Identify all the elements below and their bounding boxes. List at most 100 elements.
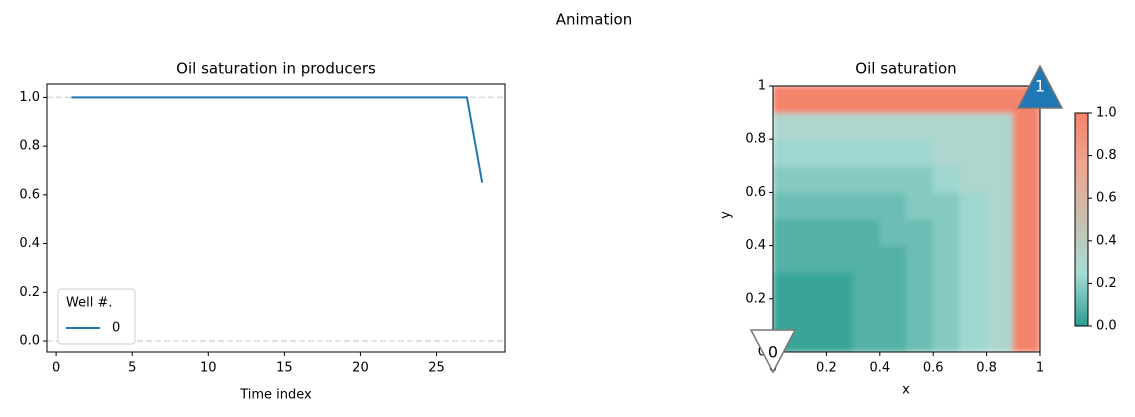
legend-title: Well #. bbox=[66, 296, 112, 311]
colorbar-segment bbox=[1075, 191, 1088, 196]
colorbar-segment bbox=[1075, 187, 1088, 192]
contour-cell bbox=[773, 112, 801, 140]
contour-cell bbox=[825, 138, 854, 167]
chart-title: Oil saturation in producers bbox=[176, 60, 376, 78]
contour-cell bbox=[799, 298, 827, 326]
well-marker bbox=[749, 329, 797, 374]
colorbar-segment bbox=[1075, 219, 1088, 224]
colorbar-tick-label: 0.6 bbox=[1096, 191, 1117, 206]
colorbar-segment bbox=[1075, 262, 1088, 267]
colorbar-segment bbox=[1075, 304, 1088, 309]
colorbar-segment bbox=[1075, 176, 1088, 181]
contour-field bbox=[773, 86, 1040, 352]
colorbar-segment bbox=[1075, 120, 1088, 125]
contour-cell bbox=[986, 165, 1014, 193]
contour-cell bbox=[986, 271, 1014, 300]
contour-cell bbox=[1012, 138, 1040, 167]
contour-cell bbox=[852, 86, 881, 114]
contour-cell bbox=[879, 138, 907, 167]
contour-cell bbox=[852, 298, 881, 326]
contour-cell bbox=[825, 298, 854, 326]
well-label: 0 bbox=[768, 343, 778, 362]
contour-cell bbox=[773, 298, 801, 326]
colorbar-segment bbox=[1075, 169, 1088, 174]
contour-cell bbox=[825, 165, 854, 193]
contour-cell bbox=[959, 271, 988, 300]
colorbar-segment bbox=[1075, 208, 1088, 213]
colorbar-segment bbox=[1075, 283, 1088, 288]
x-tick-label: 10 bbox=[200, 361, 217, 376]
contour-cell bbox=[959, 86, 988, 114]
contour-cell bbox=[799, 112, 827, 140]
x-tick-label: 1 bbox=[1036, 361, 1044, 376]
contour-cell bbox=[1012, 271, 1040, 300]
colorbar-segment bbox=[1075, 155, 1088, 160]
contour-cell bbox=[852, 112, 881, 140]
colorbar-segment bbox=[1075, 269, 1088, 274]
contour-cell bbox=[906, 165, 934, 193]
contour-cell bbox=[986, 218, 1014, 247]
x-axis-label: Time index bbox=[239, 388, 312, 403]
contour-cell bbox=[906, 324, 934, 352]
contour-cell bbox=[906, 271, 934, 300]
contour-cell bbox=[773, 245, 801, 273]
contour-cell bbox=[932, 271, 961, 300]
colorbar-segment bbox=[1075, 322, 1088, 327]
contour-cell bbox=[959, 138, 988, 167]
colorbar-segment bbox=[1075, 290, 1088, 295]
contour-cell bbox=[773, 218, 801, 247]
y-tick-label: 0.6 bbox=[745, 185, 766, 200]
colorbar-segment bbox=[1075, 130, 1088, 135]
contour-cell bbox=[852, 245, 881, 273]
contour-cell bbox=[959, 324, 988, 352]
colorbar-segment bbox=[1075, 141, 1088, 146]
contour-cell bbox=[799, 191, 827, 220]
colorbar-segment bbox=[1075, 265, 1088, 270]
contour-cell bbox=[879, 271, 907, 300]
colorbar-tick-label: 0.0 bbox=[1096, 319, 1117, 334]
contour-cell bbox=[852, 324, 881, 352]
colorbar-segment bbox=[1075, 301, 1088, 306]
contour-cell bbox=[825, 324, 854, 352]
x-tick-label: 0.4 bbox=[869, 361, 890, 376]
contour-cell bbox=[879, 112, 907, 140]
colorbar-segment bbox=[1075, 258, 1088, 263]
colorbar-segment bbox=[1075, 184, 1088, 189]
legend-label: 0 bbox=[112, 321, 120, 336]
colorbar-segment bbox=[1075, 318, 1088, 323]
contour-cell bbox=[906, 191, 934, 220]
colorbar-segment bbox=[1075, 148, 1088, 153]
y-tick-label: 0.4 bbox=[745, 238, 766, 253]
axes-frame bbox=[772, 85, 1041, 353]
colorbar-segment bbox=[1075, 244, 1088, 249]
contour-cell bbox=[932, 245, 961, 273]
contour-cell bbox=[852, 138, 881, 167]
contour-cell bbox=[825, 218, 854, 247]
colorbar-segment bbox=[1075, 137, 1088, 142]
colorbar-segment bbox=[1075, 297, 1088, 302]
colorbar-segment bbox=[1075, 116, 1088, 121]
colorbar-segment bbox=[1075, 311, 1088, 316]
contour-cell bbox=[932, 165, 961, 193]
colorbar-tick-label: 0.4 bbox=[1096, 233, 1117, 248]
x-tick-label: 0 bbox=[52, 361, 60, 376]
colorbar-segment bbox=[1075, 308, 1088, 313]
contour-cell bbox=[773, 138, 801, 167]
contour-cell bbox=[986, 112, 1014, 140]
contour-cell bbox=[825, 271, 854, 300]
y-tick-label: 0.2 bbox=[745, 291, 766, 306]
contour-cell bbox=[906, 86, 934, 114]
y-axis-label: y bbox=[719, 211, 734, 219]
contour-cell bbox=[986, 324, 1014, 352]
data-line bbox=[71, 96, 484, 183]
contour-cell bbox=[932, 112, 961, 140]
colorbar-segment bbox=[1075, 223, 1088, 228]
x-tick-label: 25 bbox=[428, 361, 445, 376]
contour-cell bbox=[773, 86, 801, 114]
contour-cell bbox=[799, 86, 827, 114]
y-tick-label: 0.0 bbox=[19, 334, 40, 349]
x-axis-label: x bbox=[902, 383, 910, 398]
colorbar-segment bbox=[1075, 127, 1088, 132]
contour-cell bbox=[879, 324, 907, 352]
x-tick-label: 5 bbox=[128, 361, 136, 376]
